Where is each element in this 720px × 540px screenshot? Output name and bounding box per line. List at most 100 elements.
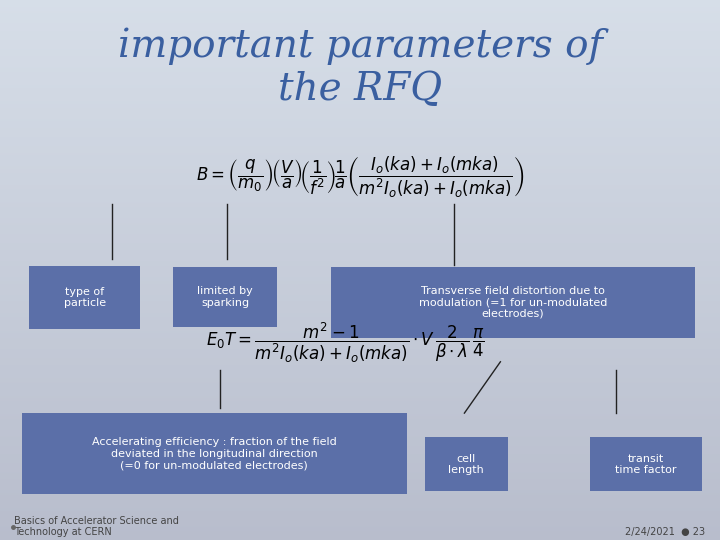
Bar	[0, 135, 720, 137]
Bar	[0, 356, 720, 358]
Bar	[0, 104, 720, 106]
Bar	[0, 223, 720, 225]
Text: type of
particle: type of particle	[63, 287, 106, 308]
Bar	[0, 124, 720, 126]
Text: $B = \left(\dfrac{q}{m_0}\right)\!\left(\dfrac{V}{a}\right)\!\left(\dfrac{1}{f^2: $B = \left(\dfrac{q}{m_0}\right)\!\left(…	[196, 154, 524, 200]
Bar	[0, 272, 720, 274]
Bar	[173, 267, 277, 327]
Bar	[0, 250, 720, 252]
Bar	[0, 120, 720, 123]
Bar	[0, 369, 720, 371]
Bar	[0, 326, 720, 328]
Bar	[0, 113, 720, 115]
Bar	[0, 166, 720, 167]
Bar	[0, 497, 720, 498]
Bar	[0, 536, 720, 538]
Bar	[0, 428, 720, 430]
Bar	[0, 439, 720, 441]
Bar	[0, 447, 720, 448]
Bar	[0, 479, 720, 481]
Bar	[0, 45, 720, 47]
Bar	[0, 355, 720, 356]
Bar	[0, 16, 720, 18]
Bar	[0, 61, 720, 63]
Bar	[0, 288, 720, 290]
Bar	[0, 366, 720, 367]
Bar	[0, 457, 720, 459]
Bar	[0, 255, 720, 258]
Bar	[0, 319, 720, 320]
Bar	[0, 74, 720, 76]
Bar	[0, 293, 720, 295]
Bar	[0, 241, 720, 243]
Text: 2/24/2021  ● 23: 2/24/2021 ● 23	[626, 527, 706, 537]
Bar	[0, 331, 720, 333]
Bar	[0, 313, 720, 315]
Bar	[0, 254, 720, 255]
Bar	[0, 146, 720, 147]
Bar	[0, 88, 720, 90]
Bar	[0, 470, 720, 471]
Bar	[0, 501, 720, 502]
Bar	[0, 99, 720, 101]
Bar	[0, 286, 720, 288]
Bar	[0, 128, 720, 130]
Bar	[0, 403, 720, 405]
Bar	[0, 153, 720, 155]
Bar	[0, 49, 720, 50]
Bar	[0, 336, 720, 339]
Bar	[0, 385, 720, 387]
Bar	[0, 227, 720, 228]
Bar	[0, 147, 720, 150]
Bar	[0, 493, 720, 495]
Bar	[0, 328, 720, 329]
Text: $E_0 T = \dfrac{m^2-1}{m^2 I_o(ka)+I_o(mka)}\cdot V\,\dfrac{2}{\beta\cdot\lambda: $E_0 T = \dfrac{m^2-1}{m^2 I_o(ka)+I_o(m…	[207, 321, 485, 365]
Bar	[0, 488, 720, 490]
Bar	[0, 400, 720, 401]
Bar	[0, 329, 720, 331]
Bar	[0, 110, 720, 112]
Bar	[0, 25, 720, 27]
Bar	[0, 297, 720, 299]
Bar	[0, 7, 720, 9]
Bar	[0, 495, 720, 497]
Bar	[0, 436, 720, 437]
Bar	[0, 209, 720, 211]
Text: Transverse field distortion due to
modulation (=1 for un-modulated
electrodes): Transverse field distortion due to modul…	[419, 286, 607, 319]
Bar	[0, 292, 720, 293]
Bar	[0, 232, 720, 234]
Bar	[0, 15, 720, 16]
Bar	[0, 243, 720, 245]
Bar	[0, 482, 720, 484]
Bar	[0, 409, 720, 410]
Bar	[0, 263, 720, 265]
Bar	[0, 491, 720, 493]
Bar	[0, 417, 720, 420]
Text: cell
length: cell length	[449, 454, 484, 475]
Bar	[0, 414, 720, 416]
Bar	[0, 39, 720, 42]
Bar	[0, 304, 720, 306]
Bar	[0, 486, 720, 488]
Bar	[0, 353, 720, 355]
Bar	[0, 56, 720, 58]
Bar	[0, 97, 720, 99]
Bar	[0, 498, 720, 501]
Bar	[0, 421, 720, 423]
Bar	[0, 9, 720, 11]
Bar	[0, 363, 720, 366]
Bar	[0, 77, 720, 79]
Bar	[0, 119, 720, 120]
Bar	[0, 517, 720, 518]
Bar	[0, 112, 720, 113]
Bar	[0, 376, 720, 378]
Bar	[0, 259, 720, 261]
Bar	[0, 160, 720, 162]
Bar	[0, 412, 720, 414]
Bar	[0, 63, 720, 65]
Text: transit
time factor: transit time factor	[616, 454, 677, 475]
Bar	[0, 126, 720, 128]
Bar	[0, 444, 720, 447]
Text: limited by
sparking: limited by sparking	[197, 286, 253, 308]
Bar	[0, 194, 720, 196]
